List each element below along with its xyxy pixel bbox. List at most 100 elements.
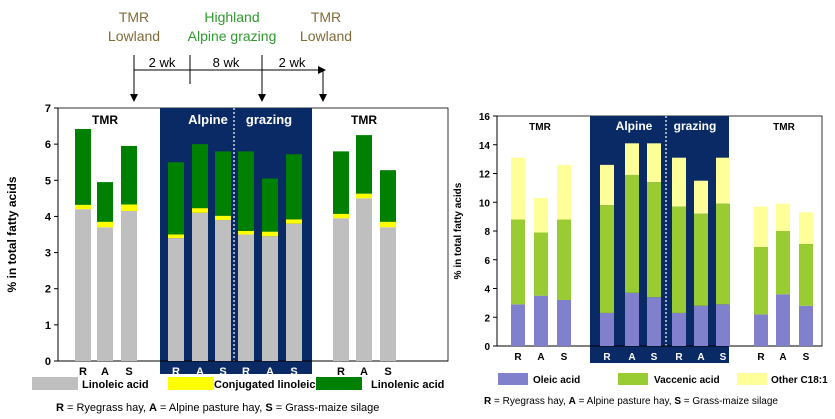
bar-conjugated-linoleic-acids-5	[215, 215, 231, 221]
bar-vaccenic-acid-1	[534, 232, 548, 296]
x-tick-label: A	[779, 352, 786, 363]
bar-other-c18-1-7	[694, 180, 708, 214]
bar-vaccenic-acid-3	[600, 205, 614, 313]
legend-swatch	[737, 373, 767, 385]
bar-linoleic-acid-4	[192, 212, 208, 361]
y-tick-label: 7	[45, 103, 51, 115]
bar-linoleic-acid-8	[286, 223, 302, 361]
y-tick-label: 14	[479, 141, 491, 152]
bar-conjugated-linoleic-acids-10	[356, 193, 372, 199]
y-tick-label: 8	[484, 227, 490, 238]
y-tick-label: 12	[479, 170, 491, 181]
y-tick-label: 2	[45, 284, 51, 296]
bar-conjugated-linoleic-acids-0	[75, 204, 91, 210]
bar-conjugated-linoleic-acids-9	[333, 213, 349, 219]
phase1-line2: Lowland	[108, 28, 160, 44]
bar-other-c18-1-11	[799, 212, 813, 244]
bar-linolenic-acid-3	[168, 162, 184, 235]
bar-oleic-acid-10	[776, 294, 790, 346]
x-tick-label: S	[219, 366, 226, 378]
bar-linolenic-acid-2	[121, 145, 137, 205]
legend-swatch	[498, 373, 528, 385]
duration-1: 2 wk	[149, 55, 176, 70]
bar-other-c18-1-9	[754, 206, 768, 247]
x-tick-label: S	[803, 352, 810, 363]
legend-left: Linoleic acid Conjugated linoleic acids Li…	[32, 377, 444, 391]
legend-label: Vaccenic acid	[654, 375, 720, 386]
bar-vaccenic-acid-9	[754, 246, 768, 315]
x-tick-label: S	[720, 352, 727, 363]
legend-label: Oleic acid	[533, 375, 580, 386]
bar-linolenic-acid-11	[380, 170, 396, 222]
x-tick-label: R	[675, 352, 683, 363]
bar-oleic-acid-4	[625, 292, 639, 346]
bar-vaccenic-acid-10	[776, 231, 790, 295]
bar-conjugated-linoleic-acids-8	[286, 219, 302, 224]
bar-vaccenic-acid-8	[716, 203, 730, 305]
bar-linoleic-acid-6	[238, 234, 254, 361]
bar-conjugated-linoleic-acids-7	[262, 231, 278, 237]
arrow-head-2	[258, 94, 266, 102]
bar-linoleic-acid-10	[356, 198, 372, 361]
panel-label-alpine: Alpine	[616, 119, 653, 133]
panel-label-tmr-2: TMR	[351, 113, 377, 127]
bar-linoleic-acid-9	[333, 218, 349, 361]
bar-conjugated-linoleic-acids-6	[238, 230, 254, 235]
bar-vaccenic-acid-5	[647, 182, 661, 298]
y-tick-label: 2	[484, 313, 490, 324]
legend-swatch	[618, 373, 648, 385]
x-tick-label: S	[561, 352, 568, 363]
panel-label-grazing: grazing	[674, 119, 717, 133]
bar-linoleic-acid-0	[75, 209, 91, 361]
phase2-line2: Alpine grazing	[188, 28, 277, 44]
y-tick-label: 1	[45, 320, 51, 332]
x-tick-label: A	[628, 352, 635, 363]
x-tick-label: S	[125, 366, 132, 378]
bar-linoleic-acid-1	[97, 227, 113, 361]
x-tick-label: S	[290, 366, 297, 378]
bar-vaccenic-acid-0	[511, 219, 525, 305]
x-tick-label: R	[242, 366, 250, 378]
bar-linolenic-acid-9	[333, 151, 349, 214]
footnote-left: R = Ryegrass hay, A = Alpine pasture hay…	[56, 402, 379, 414]
y-tick-label: 0	[45, 356, 51, 368]
bar-linoleic-acid-3	[168, 238, 184, 361]
footnote-text: R = Ryegrass hay, A = Alpine pasture hay…	[56, 402, 379, 414]
bar-other-c18-1-3	[600, 164, 614, 206]
legend-swatch	[32, 377, 78, 390]
bar-oleic-acid-11	[799, 305, 813, 346]
y-tick-label: 6	[484, 256, 490, 267]
bar-linolenic-acid-4	[192, 144, 208, 209]
panel-label-grazing: grazing	[246, 112, 292, 127]
arrow-head-3	[319, 94, 327, 102]
legend-label: Linolenic acid	[371, 379, 444, 391]
chart-right: 0 2 4 6 8 10 12 14 16 % in total fatty acids TMR Al…	[453, 112, 823, 363]
bar-linolenic-acid-7	[262, 178, 278, 232]
bar-linolenic-acid-0	[75, 128, 91, 205]
legend-label: Linoleic acid	[82, 379, 149, 391]
bar-other-c18-1-1	[534, 197, 548, 233]
legend-label: Conjugated linoleic acids	[214, 379, 347, 391]
y-tick-label: 10	[479, 198, 491, 209]
bar-other-c18-1-5	[647, 143, 661, 183]
arrow-head-1	[130, 94, 138, 102]
legend-swatch	[168, 377, 214, 390]
y-tick-label: 16	[479, 112, 491, 123]
bar-vaccenic-acid-2	[557, 219, 571, 300]
duration-2: 8 wk	[213, 55, 240, 70]
panel-label-tmr-1: TMR	[92, 113, 118, 127]
bar-linolenic-acid-1	[97, 182, 113, 222]
y-tick-label: 0	[484, 342, 490, 353]
timeline-arrow-head	[318, 66, 326, 74]
bar-other-c18-1-8	[716, 157, 730, 204]
bar-oleic-acid-7	[694, 305, 708, 346]
bar-oleic-acid-9	[754, 314, 768, 346]
x-tick-label: A	[101, 366, 109, 378]
y-tick-label: 4	[484, 285, 490, 296]
bar-other-c18-1-10	[776, 203, 790, 231]
bar-oleic-acid-3	[600, 312, 614, 346]
bar-conjugated-linoleic-acids-11	[380, 221, 396, 228]
x-tick-label: R	[757, 352, 765, 363]
